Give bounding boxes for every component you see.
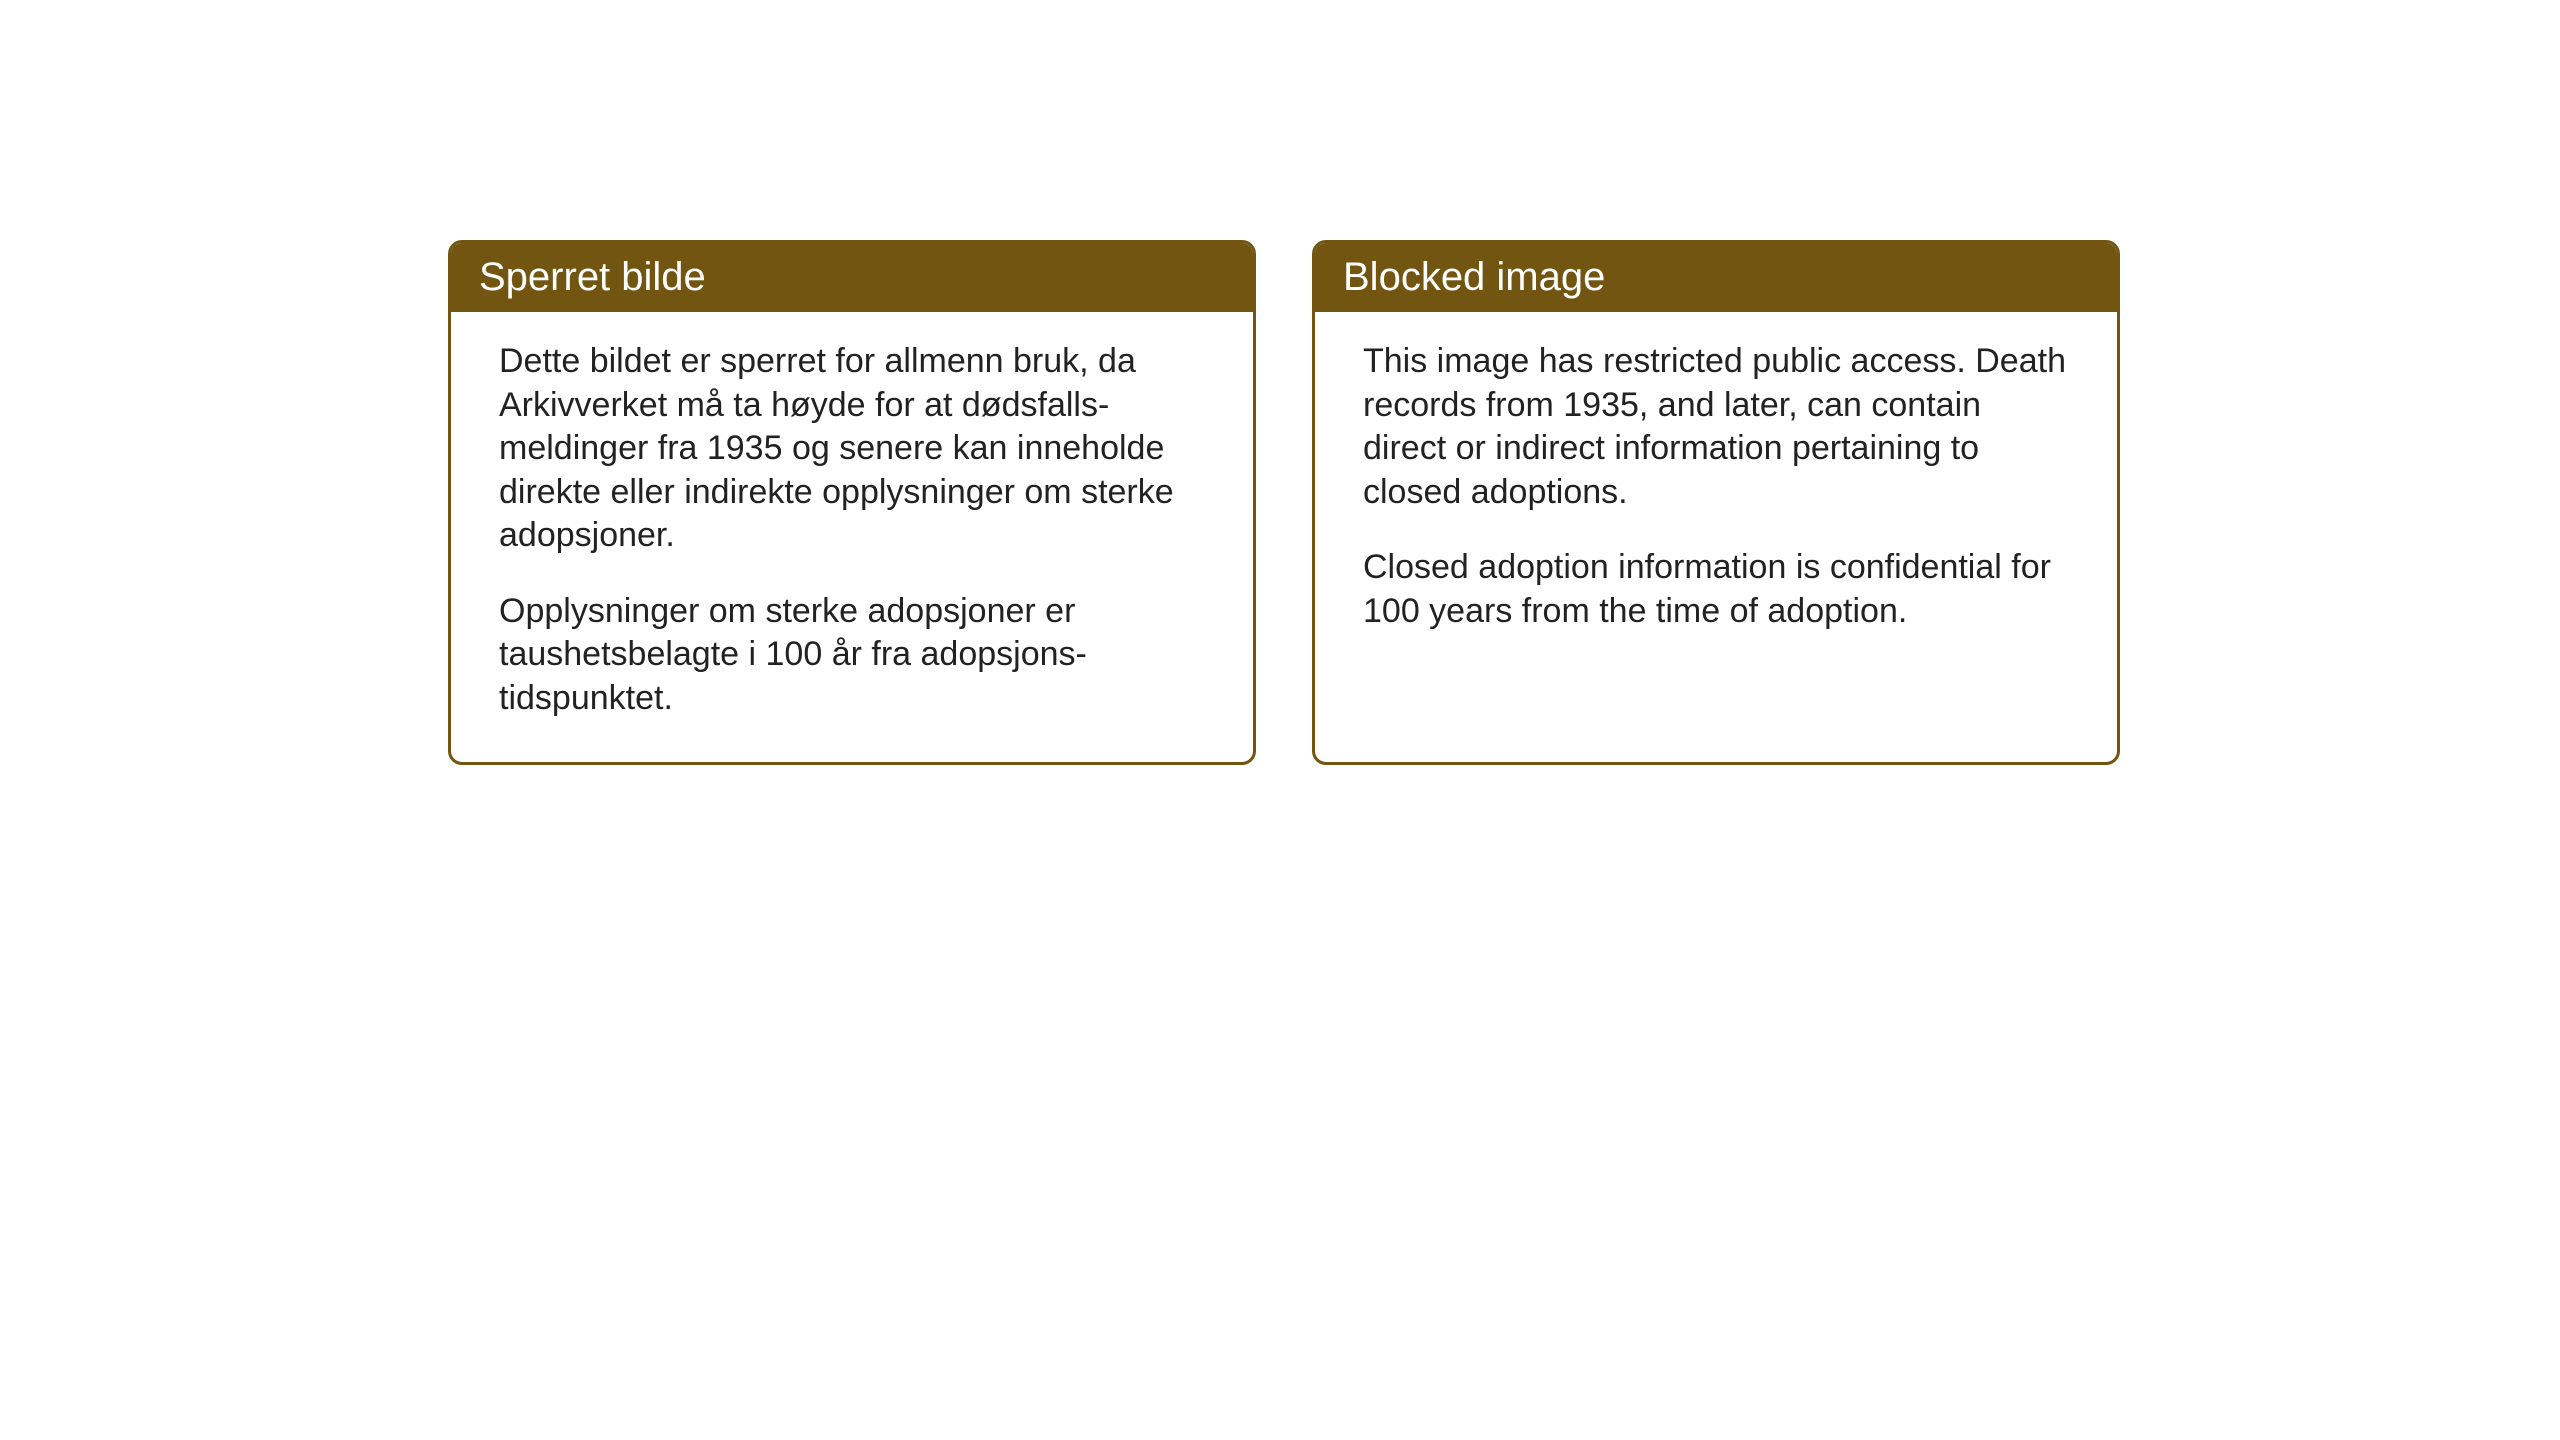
norwegian-paragraph-2: Opplysninger om sterke adopsjoner er tau… — [499, 590, 1205, 721]
norwegian-card-title: Sperret bilde — [479, 255, 706, 299]
english-paragraph-1: This image has restricted public access.… — [1363, 340, 2069, 514]
english-notice-card: Blocked image This image has restricted … — [1312, 240, 2120, 765]
norwegian-notice-card: Sperret bilde Dette bildet er sperret fo… — [448, 240, 1256, 765]
norwegian-paragraph-1: Dette bildet er sperret for allmenn bruk… — [499, 340, 1205, 558]
norwegian-card-header: Sperret bilde — [451, 243, 1253, 312]
english-card-title: Blocked image — [1343, 255, 1605, 299]
english-card-body: This image has restricted public access.… — [1315, 312, 2117, 675]
norwegian-card-body: Dette bildet er sperret for allmenn bruk… — [451, 312, 1253, 762]
notice-container: Sperret bilde Dette bildet er sperret fo… — [448, 240, 2120, 765]
english-paragraph-2: Closed adoption information is confident… — [1363, 546, 2069, 633]
english-card-header: Blocked image — [1315, 243, 2117, 312]
